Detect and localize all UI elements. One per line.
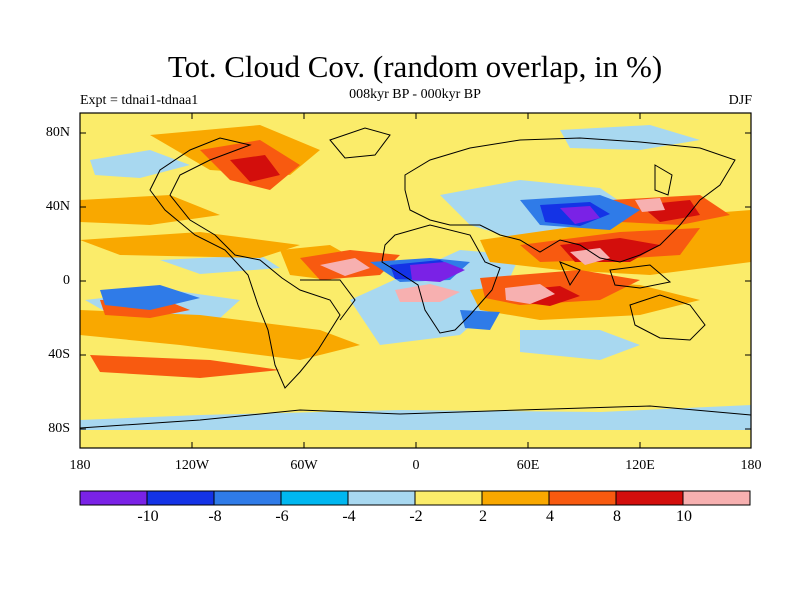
colorbar — [79, 490, 751, 506]
lat-label-40s: 40S — [48, 347, 70, 362]
lat-label-80s: 80S — [48, 421, 70, 436]
axis-ticks — [79, 113, 752, 448]
colorbar-swatch — [146, 490, 215, 506]
lon-label-60e: 60E — [516, 458, 540, 473]
map-title: Tot. Cloud Cov. (random overlap, in %) — [167, 49, 663, 84]
lon-label-120e: 120E — [625, 458, 655, 473]
map-subtitle: 008kyr BP - 000kyr BP — [349, 87, 481, 102]
colorbar-label: 10 — [676, 508, 692, 525]
season-label: DJF — [728, 93, 752, 108]
experiment-label: Expt = tdnai1-tdnaa1 — [80, 93, 199, 108]
lon-label-180e: 180 — [740, 458, 762, 473]
colorbar-swatch — [615, 490, 684, 506]
lat-label-80n: 80N — [45, 125, 70, 140]
colorbar-label: -4 — [342, 508, 356, 525]
colorbar-swatch — [414, 490, 483, 506]
colorbar-swatch — [213, 490, 282, 506]
colorbar-label: -10 — [137, 508, 159, 525]
colorbar-label: -2 — [409, 508, 423, 525]
colorbar-swatch — [347, 490, 416, 506]
colorbar-label: 4 — [546, 508, 554, 525]
colorbar-swatch — [280, 490, 349, 506]
colorbar-label: 8 — [613, 508, 621, 525]
colorbar-label: 2 — [479, 508, 487, 525]
colorbar-label: -8 — [208, 508, 222, 525]
lon-label-0: 0 — [412, 458, 420, 473]
lon-label-180w: 180 — [69, 458, 91, 473]
colorbar-swatch — [682, 490, 751, 506]
colorbar-swatch — [548, 490, 617, 506]
colorbar-label: -6 — [275, 508, 289, 525]
lat-label-40n: 40N — [45, 199, 70, 214]
lon-label-120w: 120W — [174, 458, 210, 473]
anomaly-field — [80, 113, 751, 448]
colorbar-swatch — [79, 490, 148, 506]
lat-label-0: 0 — [63, 273, 70, 288]
lon-label-60w: 60W — [290, 458, 318, 473]
purple-anomalies — [410, 206, 600, 282]
colorbar-swatch — [481, 490, 550, 506]
pink-anomalies — [320, 198, 665, 304]
coastlines — [80, 127, 751, 429]
